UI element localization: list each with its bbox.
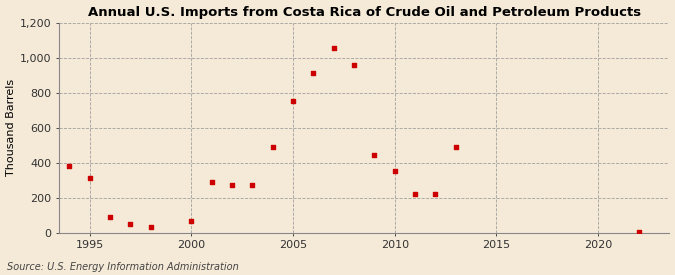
Point [84,176,95,180]
Point [63,164,74,168]
Point [389,169,400,174]
Point [288,99,298,103]
Point [247,183,258,188]
Point [450,145,461,149]
Point [349,63,360,68]
Point [227,183,238,188]
Point [634,229,645,234]
Point [328,46,339,50]
Point [267,145,278,149]
Text: Source: U.S. Energy Information Administration: Source: U.S. Energy Information Administ… [7,262,238,272]
Title: Annual U.S. Imports from Costa Rica of Crude Oil and Petroleum Products: Annual U.S. Imports from Costa Rica of C… [88,6,641,18]
Point [186,219,196,223]
Y-axis label: Thousand Barrels: Thousand Barrels [5,79,16,176]
Point [206,180,217,184]
Point [125,222,136,226]
Point [105,214,115,219]
Point [410,192,421,196]
Point [145,225,156,230]
Point [308,71,319,75]
Point [369,152,380,157]
Point [430,192,441,196]
